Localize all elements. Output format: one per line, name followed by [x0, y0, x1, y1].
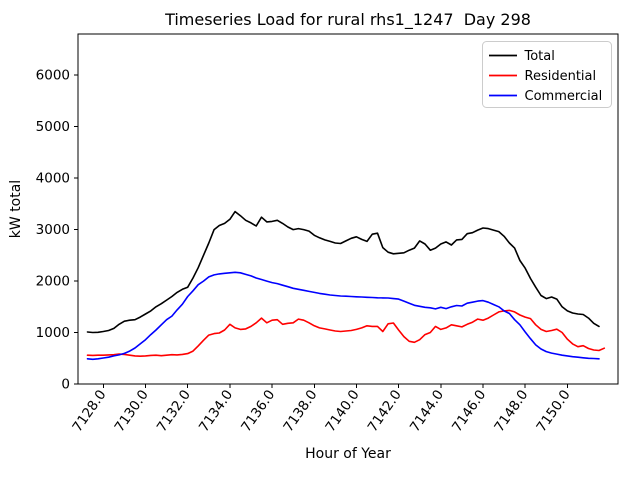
legend-box [482, 41, 612, 108]
x-tick-label: 7128.0 [69, 387, 109, 435]
legend-label-residential: Residential [525, 69, 597, 84]
x-tick-label: 7142.0 [365, 387, 405, 435]
legend-label-total: Total [524, 49, 555, 64]
y-tick-label: 2000 [36, 274, 70, 290]
legend-label-commercial: Commercial [525, 89, 603, 104]
x-tick-label: 7140.0 [322, 387, 362, 435]
y-tick-label: 0 [61, 377, 70, 393]
series-line-residential [86, 309, 606, 358]
x-axis-label: Hour of Year [305, 446, 391, 462]
series-line-commercial [86, 271, 600, 361]
x-tick-label: 7146.0 [449, 387, 489, 435]
x-tick-label: 7150.0 [533, 387, 573, 435]
x-tick-label: 7136.0 [238, 387, 278, 435]
x-tick-label: 7130.0 [112, 387, 152, 435]
y-tick-label: 3000 [36, 222, 70, 238]
y-tick-label: 5000 [36, 119, 70, 135]
x-tick-label: 7132.0 [154, 387, 194, 435]
y-tick-label: 1000 [36, 325, 70, 341]
chart-title: Timeseries Load for rural rhs1_1247 Day … [165, 10, 531, 29]
axes-border [77, 33, 619, 385]
series-line-total [86, 210, 600, 334]
x-tick-label: 7144.0 [407, 387, 447, 435]
x-tick-label: 7138.0 [280, 387, 320, 435]
y-tick-label: 6000 [36, 68, 70, 84]
x-tick-label: 7148.0 [491, 387, 531, 435]
y-tick-label: 4000 [36, 171, 70, 187]
x-tick-label: 7134.0 [196, 387, 236, 435]
